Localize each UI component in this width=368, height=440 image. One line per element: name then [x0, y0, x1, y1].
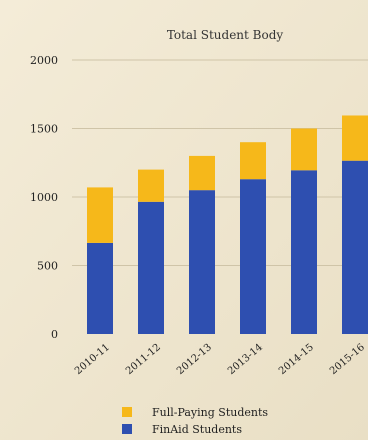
y-tick-label: 1500 [30, 123, 58, 136]
bar-full-paying [87, 187, 113, 243]
chart-title: Total Student Body [167, 28, 284, 42]
y-tick-label: 2000 [30, 54, 58, 67]
bars [87, 115, 368, 334]
grid-lines [72, 59, 368, 266]
legend-swatch [122, 407, 132, 417]
bar-finaid [240, 179, 266, 334]
bar-finaid [138, 201, 164, 334]
bar-full-paying [291, 128, 317, 171]
legend-swatch [122, 424, 132, 434]
legend-label: Full-Paying Students [152, 406, 268, 419]
bar-finaid [291, 170, 317, 334]
y-tick-label: 500 [37, 260, 58, 273]
y-tick-label: 0 [51, 328, 58, 341]
legend: Full-Paying Students FinAid Students [122, 406, 268, 436]
bar-finaid [342, 160, 368, 334]
bar-full-paying [189, 155, 215, 191]
bar-full-paying [342, 115, 368, 161]
legend-label: FinAid Students [152, 423, 242, 436]
y-tick-label: 1000 [30, 191, 58, 204]
y-axis-ticks: 0 500 1000 1500 2000 [30, 54, 58, 341]
bar-finaid [189, 190, 215, 334]
bar-full-paying [138, 169, 164, 202]
bar-finaid [87, 242, 113, 334]
bar-full-paying [240, 142, 266, 180]
